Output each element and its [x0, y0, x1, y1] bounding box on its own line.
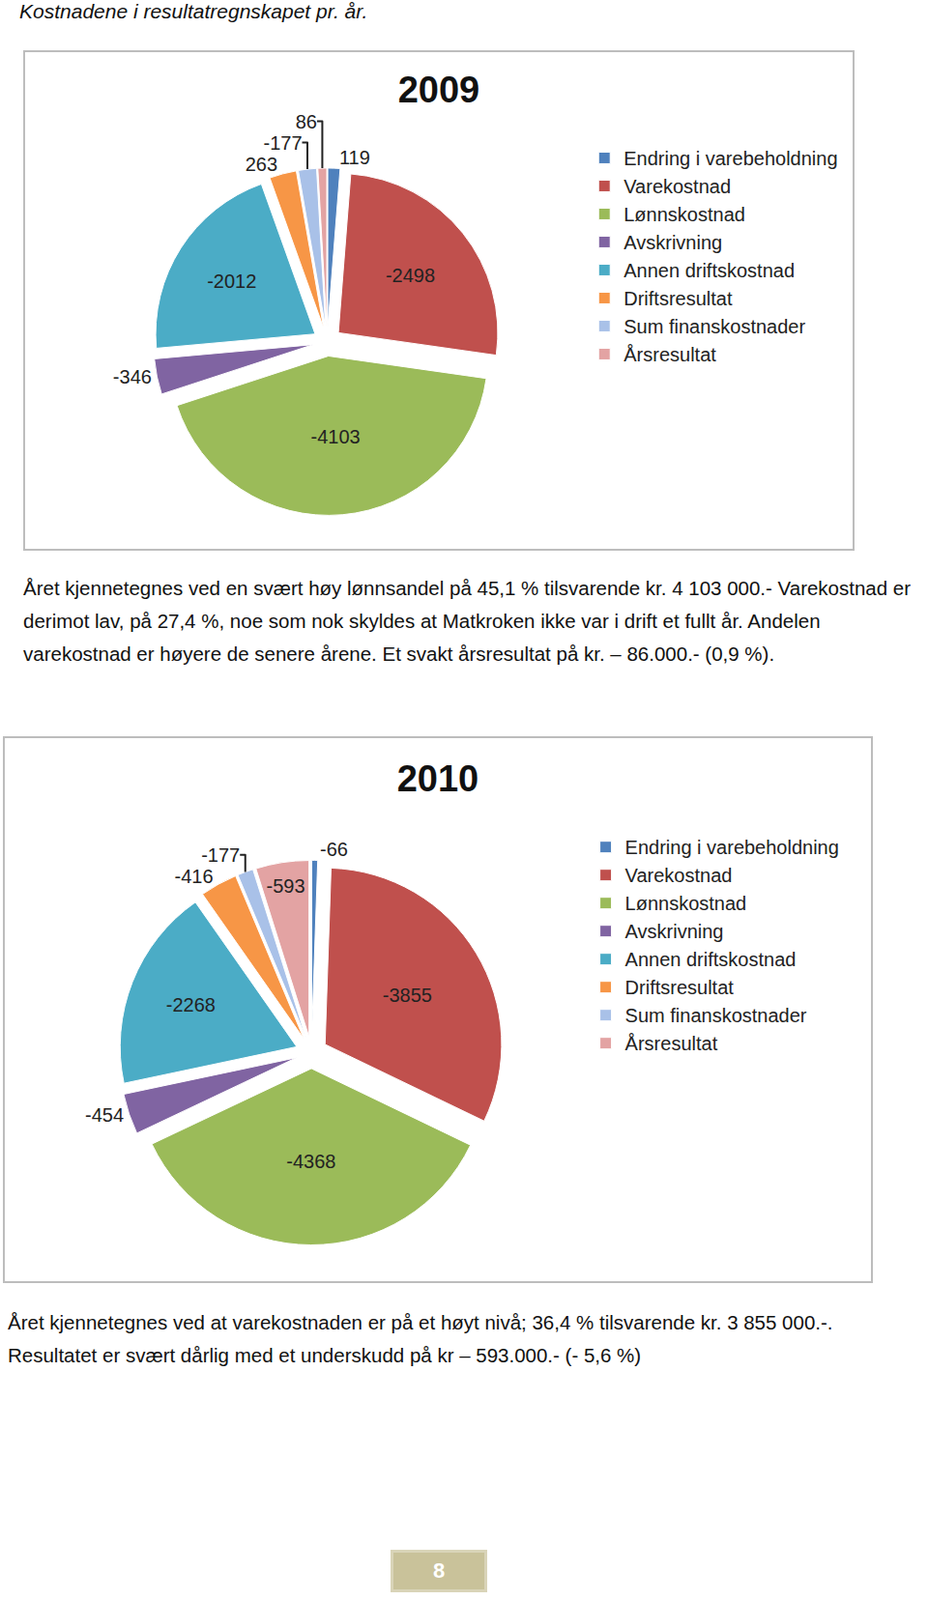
- svg-text:263: 263: [245, 153, 278, 175]
- svg-text:-177: -177: [262, 132, 302, 154]
- svg-text:Annen driftskostnad: Annen driftskostnad: [623, 260, 795, 282]
- svg-text:Årsresultat: Årsresultat: [625, 1033, 719, 1055]
- svg-text:Driftsresultat: Driftsresultat: [623, 288, 733, 310]
- html-text:8: 8: [432, 1559, 445, 1584]
- svg-text:Lønnskostnad: Lønnskostnad: [625, 893, 748, 915]
- svg-text:Annen driftskostnad: Annen driftskostnad: [625, 949, 797, 971]
- svg-text:Årsresultat: Årsresultat: [623, 344, 717, 366]
- svg-text:-2268: -2268: [166, 994, 216, 1016]
- svg-text:-2498: -2498: [385, 264, 435, 287]
- svg-text:Sum finanskostnader: Sum finanskostnader: [623, 316, 806, 338]
- svg-text:Sum finanskostnader: Sum finanskostnader: [625, 1005, 808, 1027]
- svg-text:Endring i varebeholdning: Endring i varebeholdning: [625, 837, 840, 859]
- svg-text:-66: -66: [319, 839, 348, 861]
- svg-text:2009: 2009: [398, 69, 481, 111]
- svg-text:119: 119: [339, 146, 371, 169]
- svg-text:Avskrivning: Avskrivning: [623, 232, 723, 254]
- svg-text:-177: -177: [201, 844, 240, 867]
- svg-text:Varekostnad: Varekostnad: [623, 175, 731, 198]
- html-text:Året kjennetegnes ved en svært: Året kjennetegnes ved en svært høy lønns…: [23, 577, 911, 666]
- svg-text:-4103: -4103: [310, 426, 360, 448]
- svg-text:-416: -416: [174, 866, 214, 888]
- html-text:Året kjennetegnes ved at varek: Året kjennetegnes ved at varekostnaden e…: [7, 1311, 833, 1367]
- html-text:Kostnadene i resultatregnskape: Kostnadene i resultatregnskapet pr. år.: [19, 0, 368, 23]
- svg-text:-454: -454: [85, 1104, 124, 1127]
- svg-text:Lønnskostnad: Lønnskostnad: [623, 203, 746, 226]
- svg-text:Varekostnad: Varekostnad: [625, 865, 733, 887]
- svg-text:2010: 2010: [397, 758, 480, 800]
- svg-text:Endring i varebeholdning: Endring i varebeholdning: [623, 147, 838, 170]
- svg-text:-4368: -4368: [286, 1151, 336, 1173]
- svg-text:Driftsresultat: Driftsresultat: [625, 977, 735, 999]
- svg-text:-346: -346: [113, 366, 152, 388]
- svg-text:Avskrivning: Avskrivning: [625, 921, 725, 943]
- svg-text:-3855: -3855: [382, 985, 433, 1007]
- svg-text:86: 86: [295, 111, 318, 133]
- svg-text:-593: -593: [266, 875, 306, 898]
- svg-text:-2012: -2012: [206, 270, 257, 292]
